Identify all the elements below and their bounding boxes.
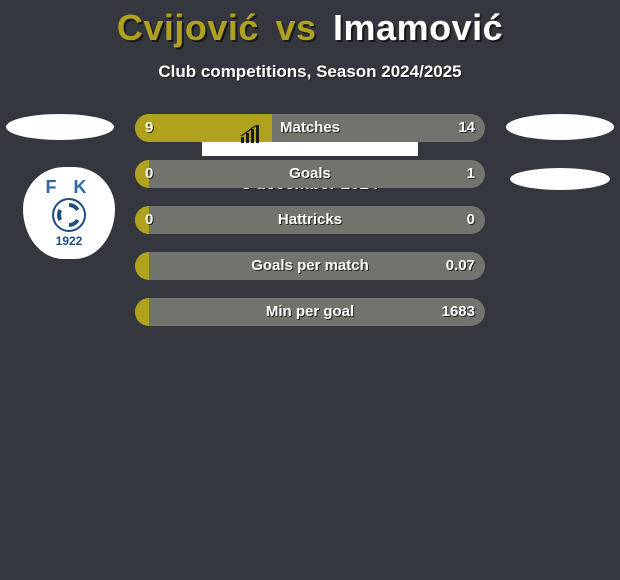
title-vs: vs <box>275 7 316 48</box>
stat-value-left: 0 <box>145 160 153 188</box>
avatar-placeholder-left-1 <box>6 114 114 140</box>
crest-year: 1922 <box>56 234 83 248</box>
stat-value-right: 1 <box>467 160 475 188</box>
stat-row: 0 0 Hattricks <box>135 206 485 234</box>
title-player2: Imamović <box>333 7 503 48</box>
stat-row: 9 14 Matches <box>135 114 485 142</box>
stat-fill <box>135 252 149 280</box>
stat-value-right: 0.07 <box>446 252 475 280</box>
title-player1: Cvijović <box>117 7 259 48</box>
stat-value-right: 1683 <box>442 298 475 326</box>
stat-value-right: 14 <box>458 114 475 142</box>
club-crest: F K 1922 <box>23 167 115 259</box>
stat-value-left: 9 <box>145 114 153 142</box>
bar-chart-icon <box>240 125 262 145</box>
stat-value-right: 0 <box>467 206 475 234</box>
stat-bars: 9 14 Matches 0 1 Goals 0 0 Hattricks 0.07 Goals pe… <box>135 114 485 344</box>
stat-row: 0 1 Goals <box>135 160 485 188</box>
stat-row: 1683 Min per goal <box>135 298 485 326</box>
stat-label: Hattricks <box>278 211 342 228</box>
stat-label: Matches <box>280 119 340 136</box>
page-title: Cvijović vs Imamović <box>0 0 620 48</box>
stat-label: Goals per match <box>251 257 369 274</box>
crest-ball-icon <box>52 198 86 232</box>
avatar-placeholder-right-2 <box>510 168 610 190</box>
crest-letters: F K <box>46 177 93 198</box>
stat-value-left: 0 <box>145 206 153 234</box>
subtitle: Club competitions, Season 2024/2025 <box>0 62 620 82</box>
stat-fill <box>135 298 149 326</box>
stat-row: 0.07 Goals per match <box>135 252 485 280</box>
stat-label: Goals <box>289 165 331 182</box>
stat-label: Min per goal <box>266 303 354 320</box>
avatar-placeholder-right-1 <box>506 114 614 140</box>
